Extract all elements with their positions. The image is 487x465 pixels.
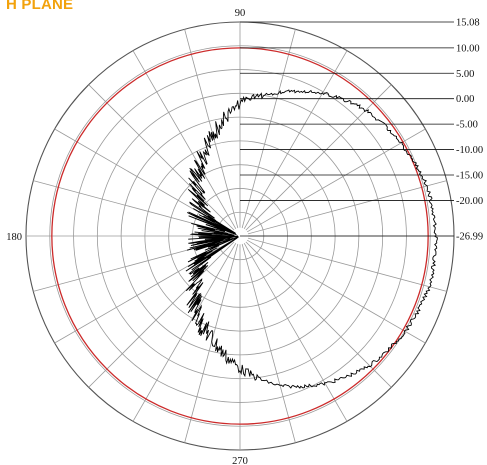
angle-label: 180 xyxy=(6,232,22,243)
radial-tick-label: 0.00 xyxy=(456,94,474,105)
angle-label: 90 xyxy=(235,8,246,19)
angle-label: 270 xyxy=(232,456,248,465)
pattern-trace xyxy=(185,89,438,389)
grid-spoke xyxy=(241,29,296,229)
grid-spoke xyxy=(245,241,392,388)
radial-tick-label: -10.00 xyxy=(456,145,483,156)
grid-spoke xyxy=(132,243,237,422)
radial-tick-label: 5.00 xyxy=(456,69,474,80)
grid-spoke xyxy=(88,241,235,388)
grid-spoke xyxy=(243,243,348,422)
radial-tick-label: -15.00 xyxy=(456,171,483,182)
grid-spoke xyxy=(88,84,235,231)
grid-spoke xyxy=(184,243,239,443)
grid-spoke xyxy=(247,239,426,344)
grid-spoke xyxy=(247,180,447,235)
grid-spoke xyxy=(184,29,239,229)
chart-title: H PLANE xyxy=(6,0,74,13)
radial-tick-label: 10.00 xyxy=(456,43,480,54)
radial-tick-label: -5.00 xyxy=(456,120,478,131)
radial-tick-label: -26.99 xyxy=(456,232,483,243)
grid-spoke xyxy=(245,84,392,231)
grid-spoke xyxy=(247,128,426,233)
tick-label-layer: 15.08 10.00 5.00 0.00 -5.00 -10.00 -15.00 -20.0… xyxy=(6,8,483,465)
grid-spoke xyxy=(247,237,447,292)
radial-tick-label: -20.00 xyxy=(456,196,483,207)
grid-spoke xyxy=(241,243,296,443)
radial-tick-label: 15.08 xyxy=(456,18,480,29)
pattern-trace-layer xyxy=(185,89,438,389)
grid-spoke xyxy=(132,50,237,229)
grid-spoke xyxy=(243,50,348,229)
